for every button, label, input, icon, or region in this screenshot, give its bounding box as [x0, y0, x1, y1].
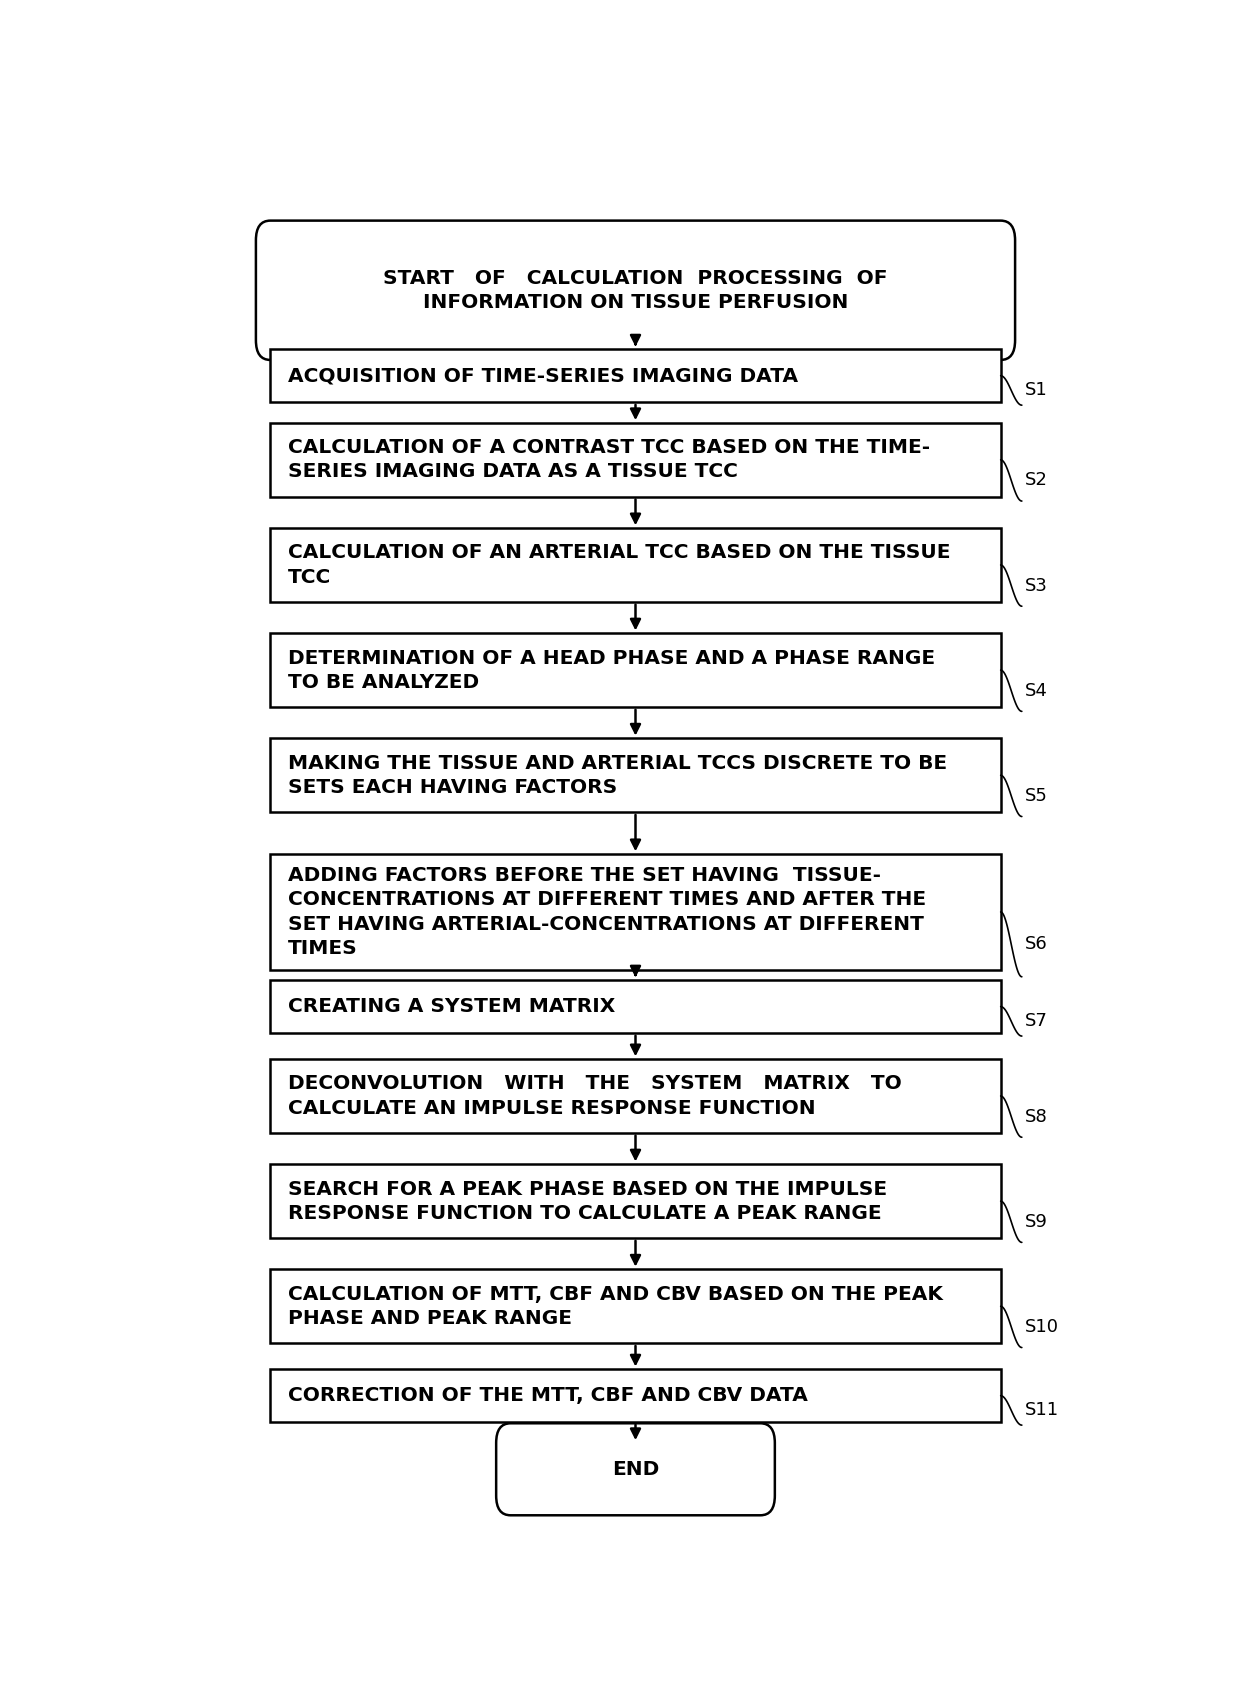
FancyBboxPatch shape [270, 350, 1001, 401]
Text: S11: S11 [1024, 1401, 1059, 1420]
Text: CREATING A SYSTEM MATRIX: CREATING A SYSTEM MATRIX [288, 997, 615, 1016]
FancyBboxPatch shape [255, 220, 1016, 360]
Text: END: END [611, 1459, 660, 1478]
Text: S8: S8 [1024, 1108, 1048, 1125]
Text: DETERMINATION OF A HEAD PHASE AND A PHASE RANGE
TO BE ANALYZED: DETERMINATION OF A HEAD PHASE AND A PHAS… [288, 649, 935, 691]
Text: CALCULATION OF AN ARTERIAL TCC BASED ON THE TISSUE
TCC: CALCULATION OF AN ARTERIAL TCC BASED ON … [288, 543, 950, 587]
FancyBboxPatch shape [270, 1164, 1001, 1238]
FancyBboxPatch shape [270, 1058, 1001, 1133]
FancyBboxPatch shape [270, 1270, 1001, 1343]
FancyBboxPatch shape [270, 739, 1001, 813]
FancyBboxPatch shape [496, 1424, 775, 1516]
Text: S4: S4 [1024, 681, 1048, 700]
Text: S2: S2 [1024, 471, 1048, 490]
Text: START   OF   CALCULATION  PROCESSING  OF
INFORMATION ON TISSUE PERFUSION: START OF CALCULATION PROCESSING OF INFOR… [383, 268, 888, 312]
Text: S10: S10 [1024, 1318, 1059, 1337]
FancyBboxPatch shape [270, 423, 1001, 497]
Text: ADDING FACTORS BEFORE THE SET HAVING  TISSUE-
CONCENTRATIONS AT DIFFERENT TIMES : ADDING FACTORS BEFORE THE SET HAVING TIS… [288, 865, 926, 958]
Text: S6: S6 [1024, 935, 1048, 954]
Text: CALCULATION OF A CONTRAST TCC BASED ON THE TIME-
SERIES IMAGING DATA AS A TISSUE: CALCULATION OF A CONTRAST TCC BASED ON T… [288, 439, 930, 481]
Text: CALCULATION OF MTT, CBF AND CBV BASED ON THE PEAK
PHASE AND PEAK RANGE: CALCULATION OF MTT, CBF AND CBV BASED ON… [288, 1285, 942, 1328]
Text: S5: S5 [1024, 787, 1048, 806]
Text: MAKING THE TISSUE AND ARTERIAL TCCS DISCRETE TO BE
SETS EACH HAVING FACTORS: MAKING THE TISSUE AND ARTERIAL TCCS DISC… [288, 754, 947, 797]
Text: S1: S1 [1024, 381, 1048, 399]
FancyBboxPatch shape [270, 527, 1001, 603]
Text: S9: S9 [1024, 1212, 1048, 1231]
FancyBboxPatch shape [270, 854, 1001, 970]
Text: DECONVOLUTION   WITH   THE   SYSTEM   MATRIX   TO
CALCULATE AN IMPULSE RESPONSE : DECONVOLUTION WITH THE SYSTEM MATRIX TO … [288, 1074, 901, 1118]
Text: ACQUISITION OF TIME-SERIES IMAGING DATA: ACQUISITION OF TIME-SERIES IMAGING DATA [288, 367, 797, 386]
Text: SEARCH FOR A PEAK PHASE BASED ON THE IMPULSE
RESPONSE FUNCTION TO CALCULATE A PE: SEARCH FOR A PEAK PHASE BASED ON THE IMP… [288, 1180, 887, 1222]
Text: CORRECTION OF THE MTT, CBF AND CBV DATA: CORRECTION OF THE MTT, CBF AND CBV DATA [288, 1386, 807, 1405]
FancyBboxPatch shape [270, 633, 1001, 707]
FancyBboxPatch shape [270, 1369, 1001, 1422]
Text: S3: S3 [1024, 577, 1048, 594]
Text: S7: S7 [1024, 1012, 1048, 1031]
FancyBboxPatch shape [270, 980, 1001, 1033]
